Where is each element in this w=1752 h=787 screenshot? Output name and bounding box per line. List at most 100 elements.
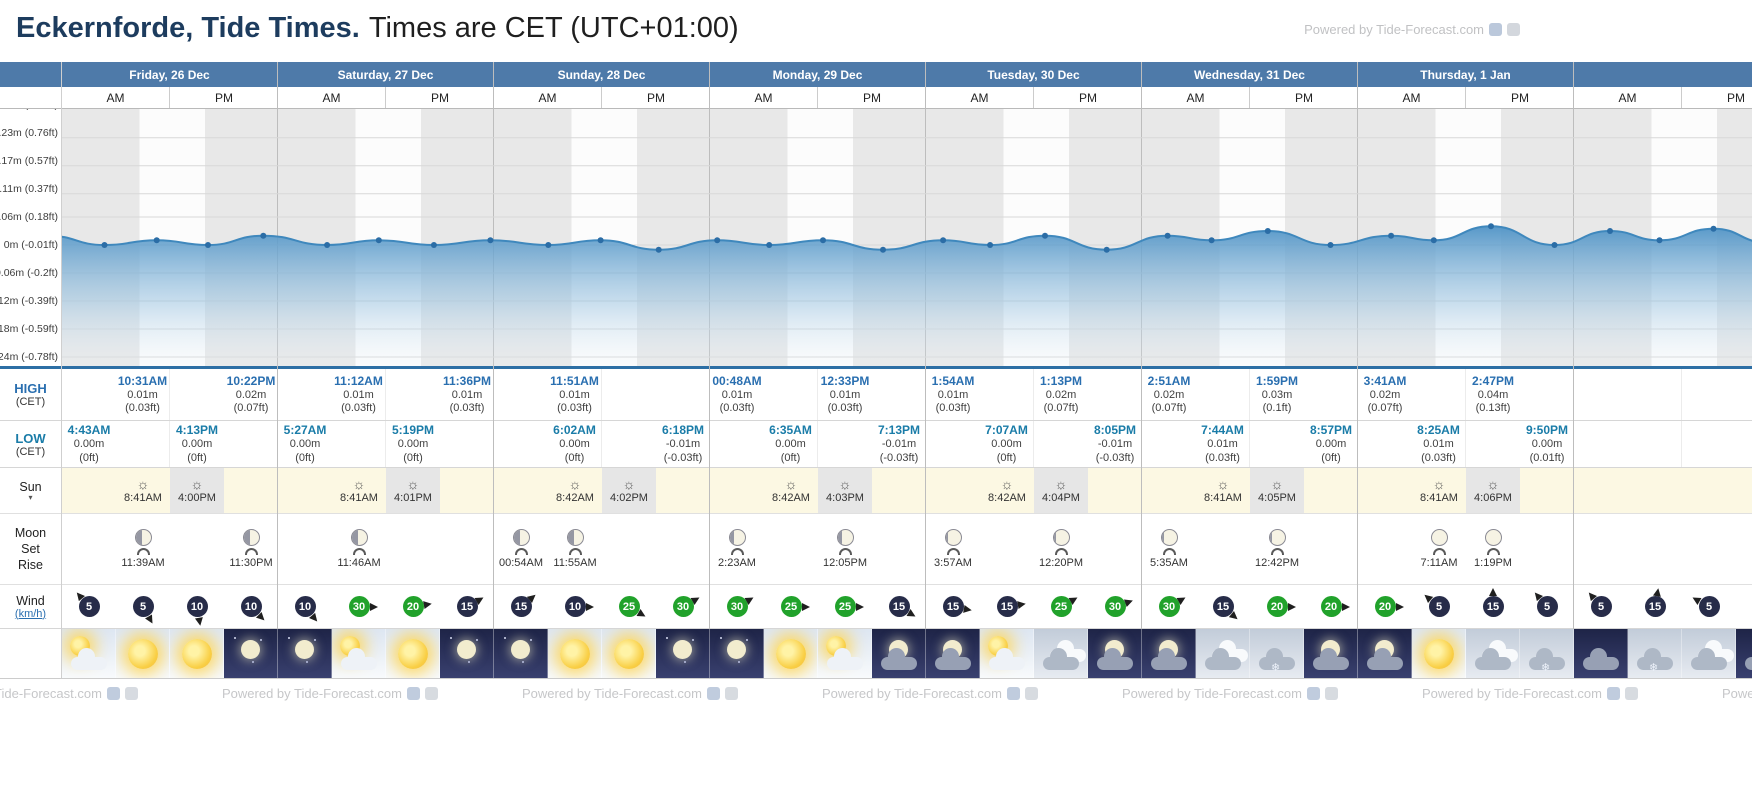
wind-speed-badge: 30	[1158, 596, 1180, 617]
weather-cell	[224, 629, 278, 678]
wind-speed-badge: 30	[348, 596, 370, 617]
tide-time: 8:57PM	[1309, 423, 1353, 438]
weather-cell	[1196, 629, 1250, 678]
moon-rise-icon	[514, 548, 528, 555]
high-tide-cell	[494, 369, 548, 420]
sun-icon	[182, 639, 212, 669]
tide-height-ft: (0.07ft)	[233, 402, 269, 414]
moon-time: 12:20PM	[1038, 557, 1084, 569]
weather-cell	[818, 629, 872, 678]
low-tide-entry: 5:27AM 0.00m (0ft)	[284, 423, 327, 464]
tide-height-ft: (0.07ft)	[1151, 402, 1187, 414]
wind-row: 5 15 5	[1574, 584, 1752, 628]
weather-cell	[602, 629, 656, 678]
moon-set-label: Set	[21, 541, 40, 556]
sunset-icon: ☼	[622, 476, 636, 492]
weather-cell	[1736, 629, 1752, 678]
high-tide-entry: 2:47PM 0.04m (0.13ft)	[1472, 374, 1514, 415]
moon-row: 3:57AM 12:20PM	[926, 513, 1141, 584]
moon-icon	[241, 640, 260, 659]
wind-unit-link[interactable]: (km/h)	[14, 607, 47, 620]
low-tide-cell	[116, 421, 170, 467]
day-header: Wednesday, 31 Dec	[1142, 62, 1357, 87]
cloud-icon	[1745, 657, 1752, 670]
low-tide-cell	[818, 421, 872, 467]
y-axis-label: 0.06m (0.18ft)	[0, 211, 58, 223]
cloud-icon	[71, 648, 107, 670]
low-tide-entry: 6:35AM 0.00m (0ft)	[769, 423, 812, 464]
high-tide-cell	[764, 369, 818, 420]
sun-cell: ☼ 4:06PM	[1466, 468, 1520, 513]
tide-height-m: 0.01m	[127, 388, 158, 401]
cloud-icon	[1583, 648, 1619, 670]
low-tide-cell: 9:50PM 0.00m (0.01ft)	[1520, 421, 1574, 467]
high-tide-entry: 10:22PM 0.02m (0.07ft)	[227, 374, 276, 415]
sun-cell	[1574, 468, 1628, 513]
wind-speed-badge: 15	[942, 596, 964, 617]
am-label: AM	[710, 87, 818, 108]
weather-cell	[116, 629, 170, 678]
moon-rise-icon	[838, 548, 852, 555]
sun-row-toggle[interactable]: ▾	[28, 492, 33, 502]
sun-cell	[440, 468, 494, 513]
moon-cell	[1682, 514, 1736, 584]
moon-cell	[1358, 514, 1412, 584]
moon-phase-icon	[242, 529, 260, 546]
high-tide-cell: 12:33PM 0.01m (0.03ft)	[818, 369, 872, 420]
sun-cell: ☼ 4:01PM	[386, 468, 440, 513]
weather-cell	[494, 629, 548, 678]
weather-cell	[1358, 629, 1412, 678]
pm-label: PM	[1511, 90, 1529, 105]
moon-time: 7:11AM	[1420, 557, 1458, 569]
wind-speed-badge: 25	[780, 596, 802, 617]
moon-time: 11:55AM	[553, 557, 597, 569]
wind-cell: 25	[602, 585, 656, 628]
tide-height-m: 0.01m	[829, 388, 861, 401]
high-tide-row: 2:51AM 0.02m (0.07ft) 1:59PM 0.03m (0.1ft)	[1142, 366, 1357, 420]
moon-cell: 11:30PM	[224, 514, 278, 584]
moon-row: 2:23AM 12:05PM	[710, 513, 925, 584]
sun-icon	[776, 639, 806, 669]
high-tide-cell: 1:59PM 0.03m (0.1ft)	[1250, 369, 1304, 420]
tide-height-m: 0.03m	[1261, 388, 1293, 401]
wind-speed-badge: 10	[564, 596, 586, 617]
moon-row-label: Moon Set Rise	[0, 513, 61, 584]
sunrise-icon: ☼	[1216, 476, 1230, 492]
moon-label: Moon	[14, 525, 47, 540]
moon-rise-icon	[244, 548, 258, 555]
moon-phase-icon	[728, 529, 746, 546]
tide-time: 3:41AM	[1363, 373, 1407, 388]
wind-cell: 5	[62, 585, 116, 628]
high-tide-row: 1:54AM 0.01m (0.03ft) 1:13PM 0.02m (0.07ft)	[926, 366, 1141, 420]
weather-cell	[1142, 629, 1196, 678]
watermark-social-icon	[706, 687, 720, 700]
tide-height-m: 0.00m	[397, 438, 429, 451]
high-tide-cell: 1:54AM 0.01m (0.03ft)	[926, 369, 980, 420]
ampm-row: AM PM	[62, 87, 277, 109]
day-column: Saturday, 27 Dec AM PM 11:12AM 0.01m (0.03ft)…	[278, 62, 494, 678]
weather-cell	[278, 629, 332, 678]
pm-label: PM	[647, 90, 665, 105]
wind-speed-badge: 5	[78, 596, 100, 617]
wind-speed-badge: 20	[1266, 596, 1288, 617]
am-label: AM	[494, 87, 602, 108]
tide-time: 5:27AM	[283, 423, 327, 438]
watermark-social-icon	[124, 687, 138, 700]
moon-rise-icon	[1270, 548, 1284, 555]
am-label: AM	[1358, 87, 1466, 108]
weather-row: ❄	[1142, 628, 1358, 678]
watermark-social-icon	[1324, 687, 1338, 700]
ampm-row: AM PM	[926, 87, 1141, 109]
moon-time: 3:57AM	[934, 557, 972, 569]
low-tide-cell	[1466, 421, 1520, 467]
high-tide-row: 00:48AM 0.01m (0.03ft) 12:33PM 0.01m (0.03ft)	[710, 366, 925, 420]
tide-height-m: -0.01m	[881, 438, 917, 451]
tide-height-ft: (0.1ft)	[1262, 402, 1292, 414]
low-timezone-label: (CET)	[15, 445, 46, 458]
tide-height-m: 0.01m	[451, 388, 483, 401]
low-tide-cell	[1628, 421, 1682, 467]
weather-cell	[710, 629, 764, 678]
sunrise-icon: ☼	[568, 476, 582, 492]
wind-speed-badge: 20	[1320, 596, 1342, 617]
watermark-text: Powered by Tide-Forecast.com	[1722, 686, 1752, 701]
